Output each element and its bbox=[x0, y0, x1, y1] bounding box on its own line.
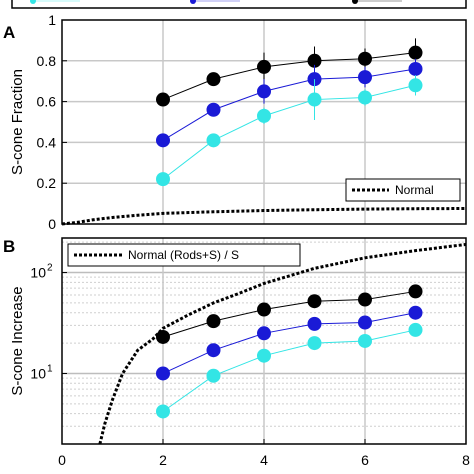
panel-a-yticks: 0 0.2 0.4 0.6 0.8 1 bbox=[37, 12, 67, 232]
panel-a-data-point bbox=[156, 133, 170, 148]
panel-a-legend-label: Normal bbox=[395, 183, 434, 197]
panel-b-data-point bbox=[358, 333, 372, 348]
panel-b-normal-line bbox=[98, 242, 467, 445]
panel-a-series-line bbox=[162, 68, 416, 141]
panel-b-legend-label: Normal (Rods+S) / S bbox=[128, 248, 239, 262]
panel-b-ytick-label: 10 bbox=[30, 265, 46, 281]
panel-a-data-point bbox=[358, 51, 372, 66]
panel-b-data-point bbox=[206, 343, 221, 358]
panel-b-legend: Normal (Rods+S) / S bbox=[67, 243, 301, 267]
panel-b-data-point bbox=[408, 305, 423, 320]
panel-a-normal-line bbox=[61, 206, 467, 226]
panel-a-data-point bbox=[307, 92, 322, 107]
top-legend-marker-black bbox=[352, 0, 358, 4]
panel-b-data-point bbox=[408, 322, 423, 337]
panel-b-xtick-label: 6 bbox=[361, 452, 369, 468]
panel-b-xtick-label: 0 bbox=[58, 452, 66, 468]
panel-a-series bbox=[61, 38, 467, 226]
panel-b-data-point bbox=[257, 302, 271, 317]
panel-a-data-point bbox=[206, 133, 221, 148]
panel-a-data-point bbox=[307, 53, 322, 68]
panel-a-data-point bbox=[156, 92, 170, 107]
panel-b-series-line bbox=[162, 329, 416, 412]
panel-b-data-point bbox=[307, 336, 322, 351]
panel-a-ytick-label: 0 bbox=[48, 216, 56, 232]
panel-b-xtick-label: 4 bbox=[260, 452, 268, 468]
panel-b-xtick-label: 8 bbox=[462, 452, 470, 468]
panel-b-data-point bbox=[206, 368, 221, 383]
panel-a-data-point bbox=[206, 102, 221, 117]
panel-b-data-point bbox=[206, 314, 221, 329]
panel-a-data-point bbox=[257, 59, 271, 74]
panel-b-data-point bbox=[156, 404, 170, 419]
panel-b-data-point bbox=[358, 315, 372, 330]
panel-a-series-line bbox=[162, 52, 416, 101]
panel-a-data-point bbox=[257, 84, 271, 99]
panel-a-ytick-label: 0.6 bbox=[37, 94, 57, 110]
panel-letter-b: B bbox=[3, 237, 15, 256]
panel-a-legend-box bbox=[345, 178, 461, 202]
top-legend-box bbox=[11, 0, 467, 9]
panel-a-ytick-label: 0.4 bbox=[37, 134, 57, 150]
panel-a-data-point bbox=[358, 70, 372, 85]
panel-a-data-point bbox=[408, 45, 423, 60]
panel-a-data-point bbox=[206, 72, 221, 87]
panel-b-ytick-exponent: 2 bbox=[47, 263, 53, 274]
panel-b-series-line bbox=[162, 290, 416, 338]
panel-a-ytick-label: 0.8 bbox=[37, 53, 57, 69]
panel-b-xticks: 0 2 4 6 8 bbox=[58, 439, 470, 468]
panel-b-data-point bbox=[358, 292, 372, 307]
panel-b-data-point bbox=[307, 294, 322, 309]
panel-b-ytick-label: 10 bbox=[30, 365, 46, 381]
panel-b-ytick-exponent: 1 bbox=[47, 363, 53, 374]
panel-b-data-point bbox=[156, 366, 170, 381]
panel-a-ylabel: S-cone Fraction bbox=[9, 69, 26, 175]
panel-b-series bbox=[98, 242, 467, 445]
top-legend-strip bbox=[11, 0, 467, 9]
panel-a-ytick-label: 1 bbox=[48, 12, 56, 28]
panel-a-data-point bbox=[408, 78, 423, 93]
panel-a: A 0 0.2 0.4 0.6 0.8 1 S-cone Fraction Normal bbox=[3, 12, 467, 232]
panel-letter-a: A bbox=[3, 23, 15, 42]
panel-b-data-point bbox=[156, 329, 170, 344]
top-legend-marker-blue bbox=[190, 0, 196, 4]
panel-b-data-point bbox=[408, 284, 423, 299]
panel-a-ytick-label: 0.2 bbox=[37, 175, 57, 191]
panel-a-data-point bbox=[358, 90, 372, 105]
panel-b-data-point bbox=[257, 348, 271, 363]
panel-b-series-line bbox=[162, 312, 416, 374]
panel-b-xtick-label: 2 bbox=[159, 452, 167, 468]
panel-a-frame bbox=[61, 19, 467, 225]
panel-a-data-point bbox=[408, 61, 423, 76]
panel-a-series-line bbox=[162, 84, 416, 180]
panel-b-grid bbox=[62, 238, 466, 444]
panel-b-ylabel: S-cone Increase bbox=[9, 286, 26, 395]
top-legend-marker-cyan bbox=[30, 0, 36, 4]
panel-a-legend: Normal bbox=[345, 178, 461, 202]
panel-a-data-point bbox=[156, 172, 170, 187]
panel-b-data-point bbox=[257, 326, 271, 341]
panel-b-legend-box bbox=[67, 243, 301, 267]
panel-b-data-point bbox=[307, 316, 322, 331]
panel-a-data-point bbox=[257, 108, 271, 123]
